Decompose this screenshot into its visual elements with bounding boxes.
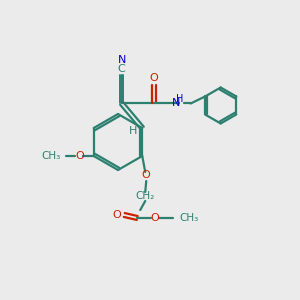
Text: O: O — [75, 151, 84, 161]
Text: H: H — [176, 94, 183, 104]
Text: CH₃: CH₃ — [179, 213, 199, 223]
Text: N: N — [118, 56, 126, 65]
Text: O: O — [149, 74, 158, 83]
Text: N: N — [172, 98, 180, 109]
Text: O: O — [151, 213, 160, 223]
Text: CH₃: CH₃ — [41, 151, 61, 161]
Text: H: H — [129, 126, 137, 136]
Text: O: O — [142, 170, 151, 180]
Text: C: C — [118, 64, 126, 74]
Text: O: O — [113, 210, 122, 220]
Text: CH₂: CH₂ — [136, 191, 155, 201]
